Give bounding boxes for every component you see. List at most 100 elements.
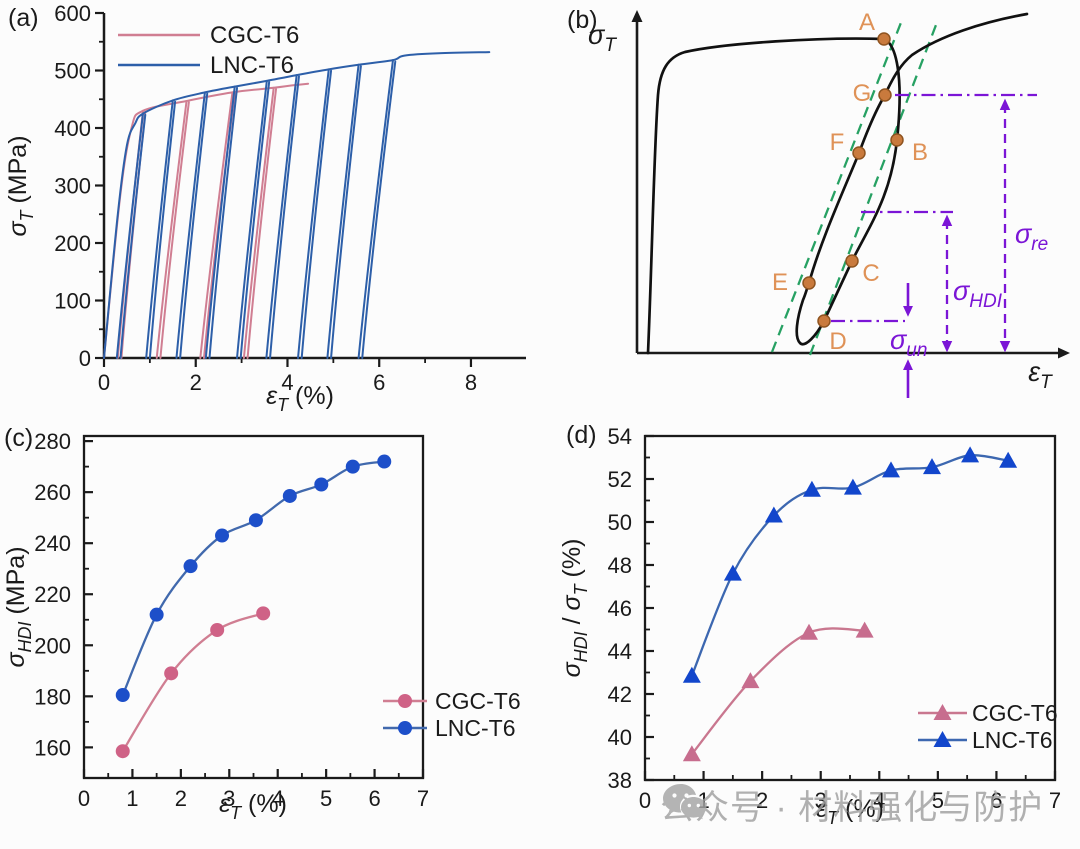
x-tick-label: 2 (756, 788, 768, 813)
x-axis-label-b: εT (1028, 357, 1053, 393)
loop-point-G (878, 88, 892, 102)
arrowhead (631, 10, 643, 22)
unload-branch (297, 68, 330, 359)
legend-circle-marker (398, 694, 412, 708)
reload-branch (179, 92, 209, 359)
unload-branch (326, 63, 360, 359)
panel-label-d: (d) (566, 421, 597, 449)
arrowhead (941, 214, 953, 226)
x-tick-label: 3 (223, 786, 235, 811)
legend-label: LNC-T6 (210, 52, 294, 79)
data-point-circle (149, 607, 164, 622)
arrowhead (1058, 347, 1070, 359)
loop-point-F (852, 146, 866, 160)
loop-point-E (802, 276, 816, 290)
data-point-circle (183, 559, 198, 574)
data-point-circle (164, 666, 179, 681)
data-point-circle (314, 477, 329, 492)
x-tick-label: 4 (272, 786, 284, 811)
legend-triangle-marker (933, 704, 952, 720)
y-tick-label: 220 (34, 582, 71, 607)
tangent-line-left (770, 19, 904, 353)
data-point-triangle (802, 480, 821, 497)
y-tick-label: 38 (608, 768, 632, 793)
data-point-circle (215, 528, 230, 543)
loop-point-D (817, 314, 831, 328)
y-tick-label: 44 (608, 639, 632, 664)
data-point-circle (115, 744, 130, 759)
panel-a-chart: 0 2 4 6 8 0 100 200 300 400 500 600 εT (%) σT (MPa) CG… (4, 1, 526, 415)
sigma-re-label: σre (1015, 219, 1048, 255)
x-tick-label: 2 (190, 370, 202, 395)
series-LNC-T6 (682, 446, 1018, 683)
panel-label-c: (c) (4, 424, 34, 452)
y-tick-label: 260 (34, 480, 71, 505)
y-tick-label: 200 (54, 231, 91, 256)
y-tick-label: 300 (54, 174, 91, 199)
data-point-triangle (961, 446, 980, 463)
arrowhead (941, 341, 953, 353)
x-tick-label: 4 (281, 370, 293, 395)
reload-branch (269, 75, 300, 359)
loop-point-label-D: D (829, 328, 846, 355)
legend-label: CGC-T6 (972, 700, 1058, 726)
tangent-line-right (808, 24, 938, 356)
y-tick-label: 160 (34, 735, 71, 760)
loop-point-label-A: A (859, 9, 875, 36)
reload-branch (330, 65, 362, 359)
data-point-triangle (923, 458, 941, 475)
plot-frame (82, 434, 425, 780)
y-tick-label: 46 (608, 596, 632, 621)
x-tick-label: 6 (368, 786, 380, 811)
reload-branch (300, 69, 333, 359)
unload-branch (242, 86, 275, 359)
data-point-triangle (882, 461, 900, 478)
sigma-hdi-label: σHDI (953, 276, 1003, 312)
y-tick-label: 40 (608, 725, 632, 750)
x-axis-label-d: εT (%) (816, 795, 884, 828)
series-line (121, 460, 386, 697)
legend-triangle-marker (933, 731, 952, 747)
y-tick-label: 500 (54, 59, 91, 84)
unload-branch (175, 91, 206, 359)
x-tick-label: 8 (465, 370, 477, 395)
data-point-triangle (682, 666, 701, 683)
x-tick-label: 0 (78, 786, 90, 811)
data-point-circle (115, 688, 130, 703)
data-point-triangle (741, 672, 760, 689)
loop-point-B (890, 133, 904, 147)
data-point-triangle (723, 564, 742, 581)
unload-branch (265, 74, 298, 359)
panel-c-chart: 0 1 2 3 4 5 6 7 160 180 200 220 240 260 280 εT (%) σHDI … (2, 429, 521, 823)
series-LNC-T6 (103, 51, 491, 359)
x-tick-label: 0 (639, 788, 651, 813)
sigma-un-label: σun (890, 325, 927, 361)
y-tick-label: 180 (34, 684, 71, 709)
unload-branch (204, 85, 236, 359)
series-line (121, 612, 265, 753)
x-tick-label: 7 (1049, 788, 1061, 813)
unload-branch (145, 99, 174, 359)
x-tick-label: 4 (873, 788, 885, 813)
data-point-circle (256, 606, 271, 621)
x-tick-label: 3 (815, 788, 827, 813)
legend-label: CGC-T6 (435, 688, 521, 714)
x-tick-label: 1 (697, 788, 709, 813)
loop-point-label-E: E (772, 269, 788, 296)
data-point-triangle (800, 623, 818, 640)
x-tick-label: 6 (990, 788, 1002, 813)
y-tick-label: 240 (34, 531, 71, 556)
loop-point-A (877, 32, 891, 46)
y-tick-label: 50 (608, 510, 632, 535)
envelope-curve (103, 51, 491, 359)
y-tick-label: 200 (34, 633, 71, 658)
arrowhead (999, 341, 1011, 353)
x-tick-label: 7 (417, 786, 429, 811)
x-tick-label: 0 (98, 370, 110, 395)
data-point-circle (282, 488, 297, 503)
axes: 0 1 2 3 4 5 6 7 160 180 200 220 240 260 280 (34, 429, 429, 811)
series-CGC-T6 (115, 606, 271, 759)
